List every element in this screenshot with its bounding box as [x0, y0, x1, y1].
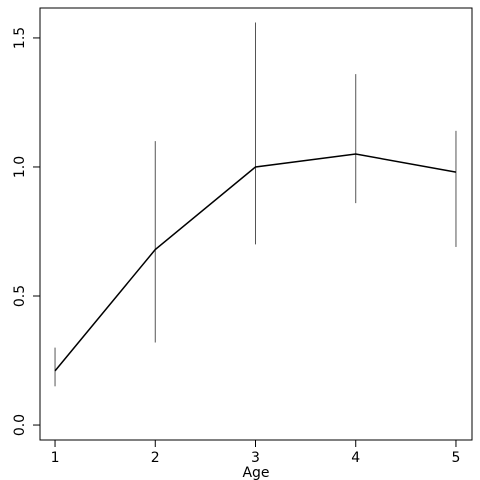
y-tick-label: 1.0 — [12, 156, 28, 178]
data-line — [54, 153, 457, 372]
y-tick-label: 1.5 — [12, 27, 28, 49]
x-tick-label: 5 — [452, 450, 461, 466]
y-tick-label: 0.0 — [12, 414, 28, 436]
x-tick-label: 4 — [351, 450, 360, 466]
x-tick-label: 1 — [51, 450, 60, 466]
plot-frame — [39, 7, 473, 441]
x-tick-label: 3 — [251, 450, 260, 466]
x-axis-label: Age — [242, 465, 269, 480]
x-tick-label: 2 — [151, 450, 160, 466]
y-tick-label: 0.5 — [12, 285, 28, 307]
